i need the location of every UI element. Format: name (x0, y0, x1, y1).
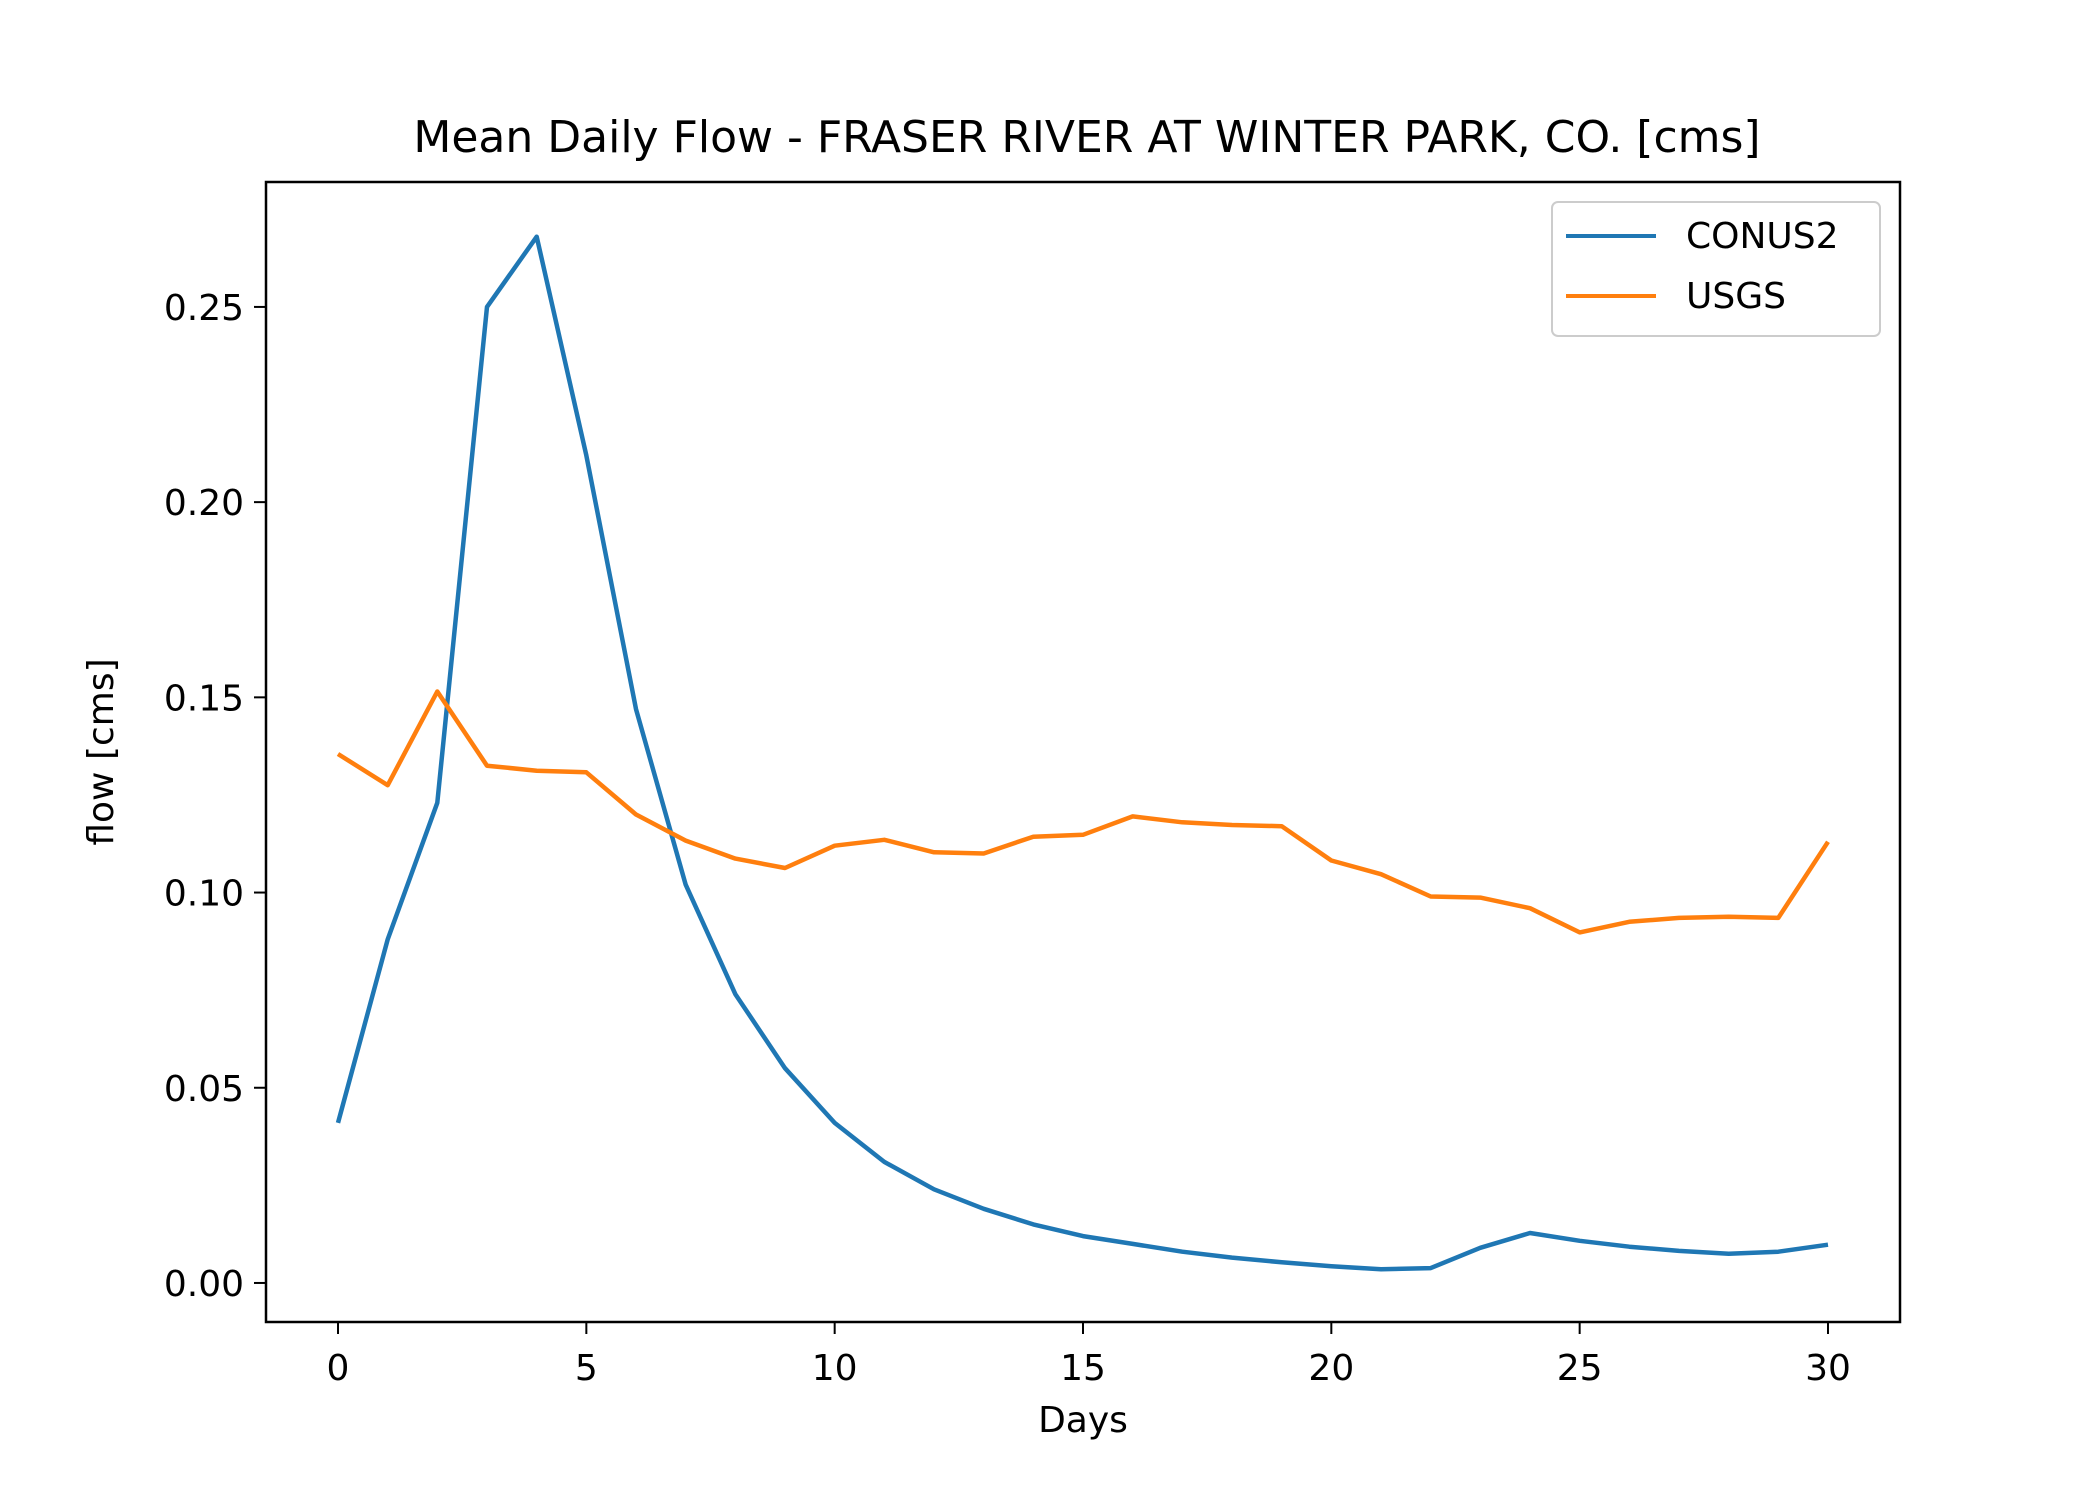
legend-label-conus2: CONUS2 (1686, 216, 1839, 257)
y-axis-ticks: 0.00 0.05 0.10 0.15 0.20 0.25 (164, 288, 266, 1305)
series-lines (335, 234, 1830, 1272)
y-tick-label: 0.25 (164, 288, 244, 329)
x-tick-label: 25 (1557, 1348, 1603, 1389)
y-tick-label: 0.10 (164, 874, 244, 915)
x-tick-label: 15 (1060, 1348, 1106, 1389)
x-tick-label: 5 (575, 1348, 598, 1389)
y-tick-label: 0.20 (164, 483, 244, 524)
y-tick-label: 0.00 (164, 1264, 244, 1305)
chart-title: Mean Daily Flow - FRASER RIVER AT WINTER… (413, 112, 1760, 163)
x-tick-label: 30 (1805, 1348, 1851, 1389)
y-tick-label: 0.15 (164, 678, 244, 719)
legend-label-usgs: USGS (1686, 276, 1786, 317)
y-tick-label: 0.05 (164, 1069, 244, 1110)
x-axis-ticks: 0 5 10 15 20 25 30 (327, 1322, 1851, 1389)
plot-area-frame (264, 180, 1902, 1324)
series-line-conus2 (335, 234, 1829, 1272)
x-tick-label: 0 (327, 1348, 350, 1389)
x-tick-label: 20 (1308, 1348, 1354, 1389)
y-axis-label: flow [cms] (81, 658, 122, 845)
legend: CONUS2 USGS (1551, 201, 1881, 337)
x-axis-label: Days (1038, 1400, 1128, 1441)
series-line-usgs (336, 689, 1830, 935)
x-tick-label: 10 (812, 1348, 858, 1389)
